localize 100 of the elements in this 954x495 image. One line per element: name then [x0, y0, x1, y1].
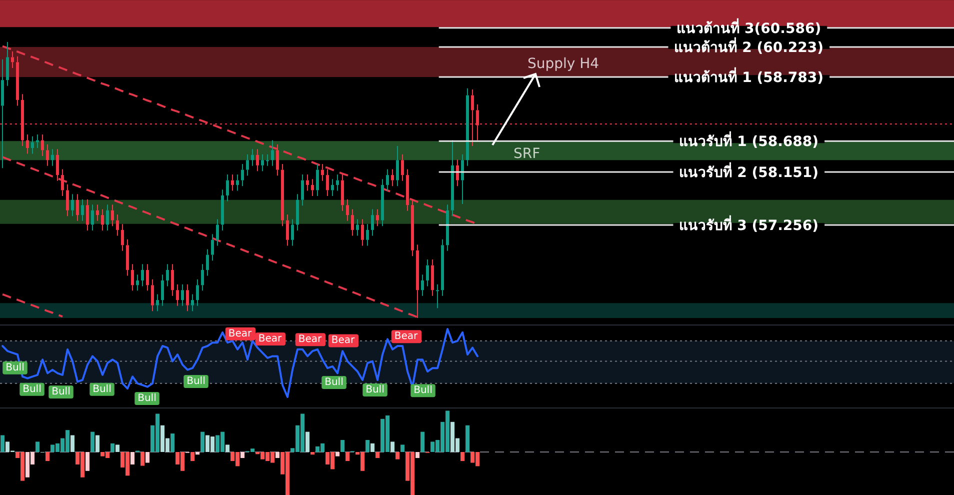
- candlestick: [436, 284, 439, 309]
- candlestick: [286, 214, 289, 246]
- candlestick: [246, 154, 249, 176]
- candlestick: [236, 174, 239, 192]
- candlestick: [301, 174, 304, 206]
- candlestick: [421, 274, 424, 296]
- candlestick: [51, 148, 54, 166]
- candlestick: [61, 168, 64, 197]
- annotation: Bear: [331, 335, 356, 346]
- bar: [400, 444, 404, 452]
- candlestick: [291, 218, 294, 246]
- candlestick: [56, 148, 59, 182]
- candlestick: [206, 248, 209, 276]
- annotation: Bull: [186, 376, 206, 387]
- candlestick: [371, 208, 374, 236]
- candlestick: [326, 168, 329, 197]
- bar: [306, 432, 310, 452]
- candlestick: [26, 134, 29, 154]
- candlestick: [96, 204, 99, 222]
- ref-line-label: แนวรับที่ 2 (58.151): [679, 162, 819, 181]
- annotation: Bear: [228, 328, 253, 340]
- candlestick: [411, 198, 414, 257]
- candlestick: [211, 234, 214, 262]
- candlestick: [466, 88, 469, 166]
- candlestick: [41, 134, 44, 156]
- annotation: Bull: [6, 362, 24, 374]
- candlestick: [196, 278, 199, 306]
- bar: [110, 443, 114, 452]
- ref-line-label: แนวต้านที่ 1 (58.783): [674, 67, 824, 86]
- annotation: Bull: [414, 385, 432, 396]
- bar: [466, 425, 470, 452]
- candlestick: [16, 56, 19, 106]
- bar: [340, 440, 344, 452]
- text: SRF: [514, 146, 540, 162]
- candlestick: [126, 238, 129, 276]
- candlestick: [121, 224, 124, 252]
- bar: [96, 435, 100, 452]
- ref-line-label: แนวต้านที่ 3(60.586): [676, 18, 822, 37]
- candlestick: [201, 264, 204, 292]
- candlestick: [406, 168, 409, 212]
- annotation: Bull: [366, 384, 384, 396]
- annotation: Bear: [394, 331, 419, 342]
- candlestick: [81, 198, 84, 222]
- candlestick: [136, 274, 139, 292]
- bar: [146, 452, 150, 463]
- candlestick: [176, 284, 179, 306]
- bar: [460, 452, 464, 462]
- candlestick: [396, 146, 399, 187]
- candlestick: [226, 174, 229, 202]
- candlestick: [6, 42, 9, 86]
- bar: [46, 452, 50, 462]
- candlestick: [71, 194, 74, 217]
- bar: [390, 442, 394, 452]
- candlestick: [386, 168, 389, 192]
- candlestick: [316, 163, 319, 197]
- ref-line-label: แนวต้านที่ 2 (60.223): [674, 36, 824, 56]
- bar: [336, 452, 340, 456]
- candlestick: [441, 238, 444, 296]
- ref-line-label: แนวรับที่ 1 (58.688): [679, 131, 819, 150]
- candlestick: [461, 154, 464, 205]
- candlestick: [31, 136, 34, 154]
- candlestick: [281, 163, 284, 227]
- candlestick: [336, 174, 339, 192]
- candlestick: [431, 258, 434, 296]
- candlestick: [141, 264, 144, 287]
- candlestick: [161, 274, 164, 306]
- bar: [130, 452, 134, 464]
- candlestick: [361, 218, 364, 246]
- candlestick: [446, 204, 449, 252]
- candlestick: [401, 154, 404, 182]
- bar: [70, 435, 74, 452]
- bar: [396, 452, 400, 460]
- candlestick: [91, 204, 94, 232]
- bar: [36, 442, 40, 452]
- candlestick: [166, 264, 169, 287]
- candlestick: [86, 198, 89, 232]
- candlestick: [451, 140, 454, 217]
- candlestick: [341, 174, 344, 212]
- candlestick: [261, 154, 264, 172]
- annotation: Bear: [258, 334, 283, 344]
- bar: [200, 432, 204, 452]
- candlestick: [151, 278, 154, 312]
- candlestick: [391, 168, 394, 187]
- bar: [86, 452, 90, 471]
- bar: [0, 435, 4, 452]
- candlestick: [426, 258, 429, 287]
- candlestick: [356, 218, 359, 236]
- bar: [366, 440, 370, 452]
- candlestick: [381, 178, 384, 227]
- candlestick: [456, 159, 459, 187]
- candlestick: [66, 184, 69, 217]
- bar: [190, 452, 194, 462]
- bar: [376, 452, 380, 458]
- candlestick: [111, 204, 114, 227]
- candlestick: [376, 208, 379, 227]
- bar: [170, 434, 174, 452]
- candlestick: [306, 174, 309, 192]
- bar: [370, 443, 374, 452]
- annotation: Bull: [324, 377, 344, 388]
- candlestick: [271, 140, 274, 166]
